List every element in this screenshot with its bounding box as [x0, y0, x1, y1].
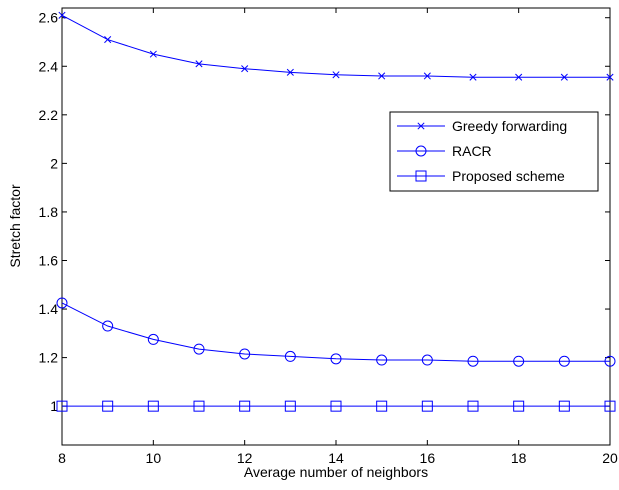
y-tick-label: 2.2	[39, 107, 59, 123]
data-point-proposed-scheme	[330, 400, 342, 412]
data-point-racr	[604, 355, 616, 367]
data-point-greedy-forwarding	[241, 65, 249, 73]
y-tick-label: 1.4	[39, 301, 59, 317]
x-tick-label: 8	[58, 450, 66, 466]
data-point-racr	[558, 355, 570, 367]
data-point-greedy-forwarding	[104, 36, 112, 44]
data-point-proposed-scheme	[604, 400, 616, 412]
y-tick-label: 2	[50, 155, 58, 171]
x-tick-label: 14	[328, 450, 344, 466]
x-tick-label: 12	[237, 450, 253, 466]
data-point-greedy-forwarding	[58, 11, 66, 19]
x-tick-label: 20	[602, 450, 618, 466]
legend-label-racr: RACR	[452, 143, 492, 159]
data-point-greedy-forwarding	[149, 50, 157, 58]
y-tick-label: 1.2	[39, 350, 59, 366]
legend-marker-proposed-scheme	[415, 170, 427, 182]
data-point-proposed-scheme	[56, 400, 68, 412]
data-point-racr	[421, 354, 433, 366]
x-axis-label: Average number of neighbors	[244, 464, 428, 480]
data-point-proposed-scheme	[467, 400, 479, 412]
x-tick-label: 16	[420, 450, 436, 466]
data-point-proposed-scheme	[239, 400, 251, 412]
series-group	[56, 11, 616, 412]
data-point-greedy-forwarding	[332, 71, 340, 79]
data-point-greedy-forwarding	[286, 68, 294, 76]
data-point-racr	[330, 353, 342, 365]
legend-label-proposed-scheme: Proposed scheme	[452, 168, 565, 184]
data-point-racr	[102, 320, 114, 332]
data-point-racr	[193, 343, 205, 355]
data-point-racr	[239, 348, 251, 360]
series-line-racr	[61, 302, 610, 362]
data-point-racr	[467, 355, 479, 367]
data-point-proposed-scheme	[376, 400, 388, 412]
data-point-greedy-forwarding	[606, 73, 614, 81]
legend-marker-racr	[415, 145, 427, 157]
axis-ticks: 8 10 12 14 16 18 20 1 1.2 1.4 1.6 1.8 2 2.2 2.4 2.6	[39, 8, 618, 466]
data-point-proposed-scheme	[147, 400, 159, 412]
data-point-proposed-scheme	[513, 400, 525, 412]
y-tick-label: 1.8	[39, 204, 59, 220]
y-tick-label: 2.6	[39, 10, 59, 26]
data-point-racr	[284, 350, 296, 362]
data-point-proposed-scheme	[102, 400, 114, 412]
y-tick-label: 2.4	[39, 58, 59, 74]
data-point-greedy-forwarding	[195, 60, 203, 68]
legend-marker-greedy-forwarding	[417, 122, 425, 130]
data-point-greedy-forwarding	[469, 73, 477, 81]
data-point-racr	[376, 354, 388, 366]
legend: Greedy forwarding RACR Proposed scheme	[389, 111, 599, 192]
x-tick-label: 10	[146, 450, 162, 466]
data-point-proposed-scheme	[284, 400, 296, 412]
data-point-racr	[56, 297, 68, 309]
data-point-racr	[147, 333, 159, 345]
data-point-proposed-scheme	[558, 400, 570, 412]
data-point-greedy-forwarding	[378, 72, 386, 80]
data-point-greedy-forwarding	[560, 73, 568, 81]
data-point-greedy-forwarding	[423, 72, 431, 80]
data-point-racr	[513, 355, 525, 367]
y-tick-label: 1	[50, 398, 58, 414]
data-point-greedy-forwarding	[515, 73, 523, 81]
y-tick-label: 1.6	[39, 252, 59, 268]
legend-label-greedy-forwarding: Greedy forwarding	[452, 118, 567, 134]
plot-area	[61, 7, 611, 446]
data-point-proposed-scheme	[193, 400, 205, 412]
data-point-proposed-scheme	[421, 400, 433, 412]
x-tick-label: 18	[511, 450, 527, 466]
y-axis-label: Stretch factor	[7, 184, 23, 268]
